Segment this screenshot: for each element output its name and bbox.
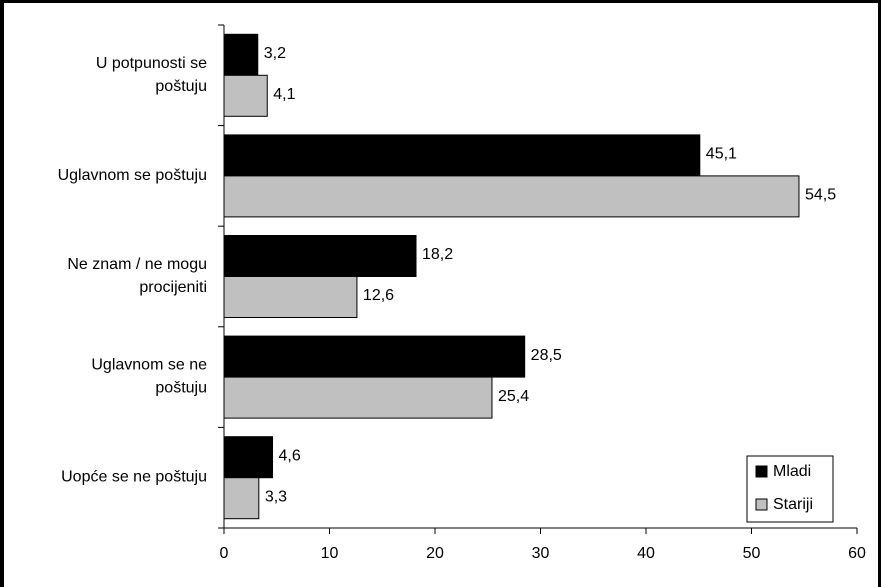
- category-label-line: poštuju: [155, 380, 207, 397]
- category-label-line: U potpunosti se: [96, 55, 207, 72]
- category-label-line: Uglavnom se poštuju: [58, 167, 207, 184]
- x-tick-label: 40: [637, 545, 655, 562]
- x-tick-label: 30: [532, 545, 550, 562]
- legend-swatch-mladi: [755, 465, 768, 478]
- bar-stariji: [223, 175, 800, 218]
- bar-stariji: [223, 477, 260, 520]
- category-label: Ne znam / ne mogu procijeniti: [67, 256, 207, 296]
- data-label-stariji: 54,5: [805, 187, 836, 204]
- category-label: U potpunosti se poštuju: [96, 55, 207, 95]
- bar-stariji: [223, 276, 358, 318]
- category-label: Uglavnom se poštuju: [58, 167, 207, 184]
- category-label: Uglavnom se ne poštuju: [91, 357, 207, 397]
- category-label: Uopće se ne poštuju: [61, 469, 207, 486]
- x-tick-label: 20: [426, 545, 444, 562]
- data-label-mladi: 45,1: [706, 146, 737, 163]
- category-label-line: procijeniti: [139, 279, 207, 296]
- x-tick-label: 60: [848, 545, 866, 562]
- data-label-stariji: 25,4: [498, 388, 529, 405]
- data-label-stariji: 3,3: [265, 488, 287, 505]
- bar-stariji: [223, 376, 493, 419]
- bar-mladi: [223, 335, 526, 378]
- data-label-mladi: 4,6: [279, 447, 301, 464]
- x-tick-label: 10: [321, 545, 339, 562]
- x-tick-label: 0: [220, 545, 229, 562]
- legend-swatch-stariji: [755, 498, 768, 511]
- data-label-stariji: 12,6: [363, 287, 394, 304]
- bar-mladi: [223, 33, 259, 76]
- legend-label-stariji: Stariji: [773, 496, 813, 513]
- data-label-mladi: 3,2: [264, 45, 286, 62]
- category-label-line: Uopće se ne poštuju: [61, 469, 207, 486]
- bar-mladi: [223, 134, 701, 177]
- data-label-stariji: 4,1: [273, 86, 295, 103]
- bar-stariji: [223, 74, 268, 117]
- category-label-line: Uglavnom se ne: [91, 357, 207, 374]
- data-label-mladi: 28,5: [531, 347, 562, 364]
- x-tick-label: 50: [743, 545, 761, 562]
- bar-mladi: [223, 235, 417, 277]
- bar-mladi: [223, 436, 274, 479]
- data-label-mladi: 18,2: [422, 246, 453, 263]
- category-label-line: Ne znam / ne mogu: [67, 256, 207, 273]
- category-label-line: poštuju: [155, 78, 207, 95]
- legend-label-mladi: Mladi: [773, 463, 811, 480]
